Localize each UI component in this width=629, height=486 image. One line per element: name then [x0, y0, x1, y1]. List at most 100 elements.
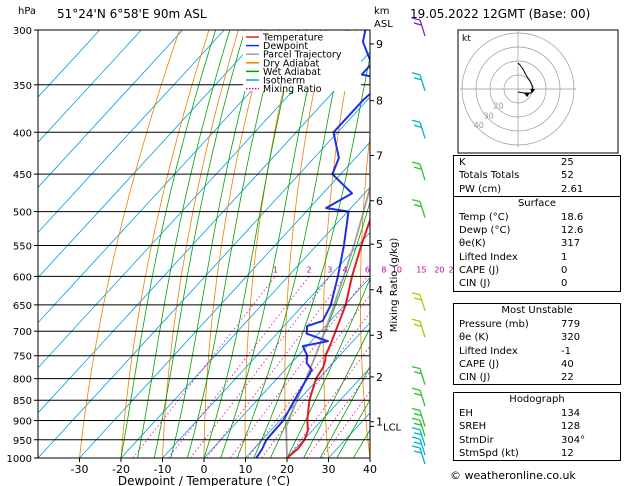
- temp-tick-label: 0: [201, 463, 208, 476]
- mu-label: Lifted Index: [459, 345, 518, 357]
- wind-barb: [411, 119, 426, 139]
- surface-label: Temp (°C): [459, 211, 509, 223]
- surface-value: 0: [561, 265, 568, 277]
- surface-label: θe(K): [459, 238, 486, 250]
- hodograph-ring-label: 20: [493, 102, 503, 111]
- surface-row: CAPE (J) 0: [454, 264, 620, 277]
- wind-barb-staff: [419, 429, 426, 446]
- most-unstable-title: Most Unstable: [501, 305, 573, 316]
- wind-barb-flag: [413, 450, 422, 454]
- wind-barb-staff: [419, 19, 426, 37]
- wind-barb-flag: [411, 17, 421, 21]
- credit-label: © weatheronline.co.uk: [450, 469, 576, 482]
- wet-adiabat-line: [153, 30, 246, 458]
- wind-barb-flag: [411, 445, 421, 449]
- lcl-label: LCL: [383, 422, 402, 433]
- pressure-tick-label: 300: [13, 26, 32, 37]
- temp-tick-label: 30: [322, 463, 336, 476]
- mu-label: θe (K): [459, 332, 489, 344]
- wind-barb-staff: [419, 410, 426, 427]
- isotherm-line: [38, 30, 225, 234]
- hodograph-unit-label: kt: [462, 34, 471, 44]
- surface-row: Lifted Index 1: [454, 251, 620, 264]
- index-row-pw: PW (cm) 2.61: [454, 183, 620, 196]
- index-label: PW (cm): [459, 183, 502, 195]
- mixing-ratio-label: 3: [327, 265, 332, 274]
- legend-label: Parcel Trajectory: [263, 50, 342, 61]
- mu-value: 40: [561, 358, 574, 370]
- dry-adiabat-line: [431, 30, 453, 458]
- hodo-label: StmSpd (kt): [459, 447, 519, 459]
- wind-barb: [411, 161, 426, 181]
- pressure-tick-label: 750: [13, 352, 32, 363]
- wind-barb: [411, 366, 426, 385]
- wind-barb-staff: [419, 163, 426, 181]
- wet-adiabat-line: [303, 327, 370, 458]
- wind-barb-flag: [413, 77, 422, 81]
- surface-value: 12.6: [561, 225, 584, 237]
- pressure-tick-label: 1000: [7, 454, 32, 465]
- mixing-ratio-line: [206, 276, 346, 458]
- temp-tick-label: 40: [363, 463, 377, 476]
- mu-value: -1: [561, 345, 571, 357]
- wind-barb-flag: [411, 161, 421, 165]
- index-row-totals: Totals Totals 52: [454, 169, 620, 182]
- wind-barb-flag: [411, 436, 421, 440]
- hodo-label: EH: [459, 408, 473, 419]
- wind-barb-flag: [413, 371, 422, 375]
- legend-label: Dewpoint: [263, 41, 308, 52]
- wind-barb-flag: [411, 72, 421, 76]
- wind-barb-staff: [419, 420, 426, 437]
- wind-barb-staff: [419, 74, 426, 91]
- wind-barb: [411, 407, 426, 427]
- mixing-ratio-label: 4: [343, 265, 348, 274]
- wind-barb-staff: [419, 447, 426, 465]
- wind-barb: [411, 387, 426, 407]
- most-unstable-panel: Most Unstable Pressure (mb) 779 θe (K) 3…: [453, 303, 621, 386]
- dry-adiabat-line: [621, 30, 629, 458]
- x-axis-title: Dewpoint / Temperature (°C): [118, 474, 290, 486]
- pressure-tick-label: 450: [13, 170, 32, 181]
- wind-barb-flag: [411, 387, 421, 391]
- hodo-row: StmDir 304°: [454, 434, 620, 447]
- surface-row: CIN (J) 0: [454, 277, 620, 290]
- wind-barb-flag: [413, 124, 422, 128]
- pressure-unit-label: hPa: [18, 6, 36, 17]
- hodograph-title: Hodograph: [509, 394, 565, 405]
- mixing-ratio-label: 20: [434, 265, 444, 274]
- surface-label: CAPE (J): [459, 265, 500, 277]
- wind-barb: [411, 198, 426, 218]
- wind-barb-flag: [411, 366, 421, 370]
- wind-barb-flag: [411, 198, 421, 203]
- isotherm-line: [38, 30, 267, 279]
- location-label: 51°24'N 6°58'E 90m ASL: [57, 7, 207, 21]
- surface-label: Dewp (°C): [459, 225, 511, 237]
- surface-row: Dewp (°C) 12.6: [454, 224, 620, 237]
- mixing-ratio-label: 6: [365, 265, 370, 274]
- wind-barb-flag: [413, 323, 422, 327]
- datetime-label: 19.05.2022 12GMT (Base: 00): [410, 7, 591, 21]
- pressure-tick-label: 950: [13, 436, 32, 447]
- wind-barb-staff: [419, 390, 426, 407]
- surface-value: 0: [561, 278, 568, 290]
- mixing-ratio-axis-label: Mixing Ratio (g/kg): [389, 238, 400, 333]
- storm-motion-marker: [530, 89, 535, 93]
- temp-tick-label: -20: [112, 463, 130, 476]
- mixing-ratio-line: [247, 294, 370, 458]
- mixing-ratio-label: 1: [273, 265, 278, 274]
- dewpoint-line: [255, 30, 370, 458]
- wind-barb-flag: [413, 412, 422, 417]
- wind-barb-flag: [413, 422, 422, 426]
- wind-barb-staff: [419, 321, 426, 338]
- hodo-value: 128: [561, 421, 581, 433]
- isotherm-line: [79, 141, 370, 458]
- dry-adiabat-line: [322, 30, 357, 458]
- pressure-tick-label: 400: [13, 128, 32, 139]
- hodo-value: 12: [561, 447, 574, 459]
- legend-label: Dry Adiabat: [263, 58, 320, 69]
- isotherm-line: [38, 30, 308, 324]
- wind-barb: [411, 427, 426, 446]
- mu-label: CIN (J): [459, 372, 491, 384]
- pressure-tick-label: 700: [13, 327, 32, 338]
